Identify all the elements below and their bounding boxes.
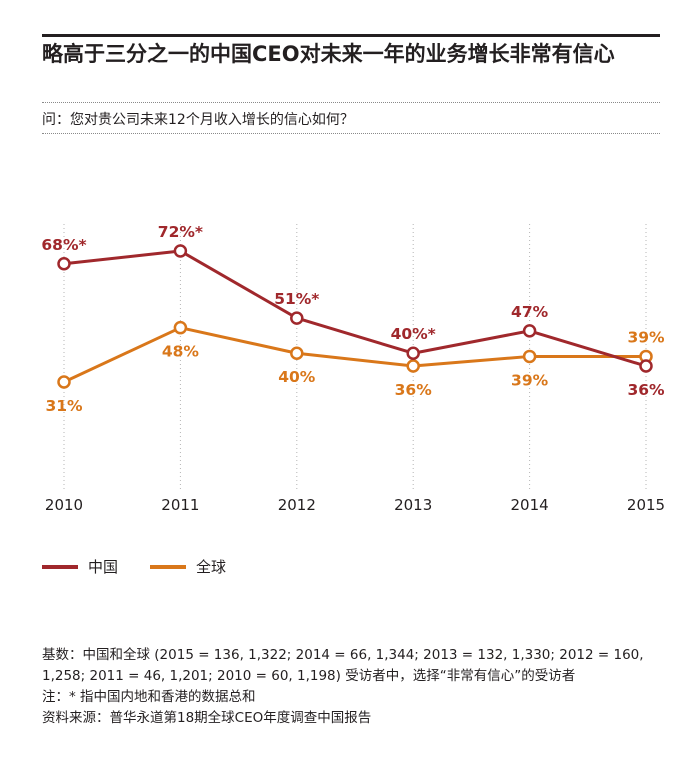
x-tick-label-2010: 2010	[45, 496, 83, 514]
survey-question: 问：您对贵公司未来12个月收入增长的信心如何？	[42, 112, 354, 128]
point-china-2013	[406, 346, 420, 360]
asterisk-note: 注：* 指中国内地和香港的数据总和	[42, 689, 256, 705]
line-chart: 2010 2011 2012 2013 2014 2015 68%* 72%* 51%* 40%*…	[41, 223, 665, 514]
point-china-2012	[290, 311, 304, 325]
point-global-2010	[57, 375, 71, 389]
legend-label-china: 中国	[88, 558, 119, 576]
series-line-china	[63, 249, 647, 368]
point-china-2015	[639, 359, 653, 373]
chart-legend: 中国 全球	[42, 556, 226, 577]
legend-item-china: 中国	[42, 556, 118, 577]
point-global-2013	[406, 359, 420, 373]
chart-title: 略高于三分之一的中国CEO对未来一年的业务增长非常有信心	[42, 42, 615, 66]
legend-item-global: 全球	[150, 556, 226, 577]
x-tick-label-2014: 2014	[511, 496, 549, 514]
data-label-global-2013: 36%	[395, 381, 433, 399]
point-global-2014	[522, 349, 537, 364]
point-china-2010	[57, 257, 71, 271]
divider-dotted	[42, 133, 660, 134]
data-label-china-2013: 40%*	[391, 325, 436, 343]
source-note: 资料来源：普华永道第18期全球CEO年度调查中国报告	[42, 710, 372, 726]
x-tick-label-2013: 2013	[394, 496, 432, 514]
data-label-china-2012: 51%*	[274, 290, 319, 308]
point-global-2012	[290, 346, 304, 360]
data-label-china-2011: 72%*	[158, 223, 203, 241]
divider-dotted	[42, 102, 660, 103]
data-label-global-2011: 48%	[162, 343, 200, 361]
point-china-2011	[173, 244, 188, 258]
data-label-china-2015: 36%	[627, 381, 665, 399]
data-label-china-2010: 68%*	[41, 236, 86, 254]
data-label-global-2010: 31%	[45, 397, 83, 415]
x-tick-label-2012: 2012	[278, 496, 316, 514]
x-tick-label-2015: 2015	[627, 496, 665, 514]
series-line-global	[63, 326, 646, 384]
legend-swatch-global	[150, 564, 187, 569]
data-label-global-2014: 39%	[511, 371, 549, 389]
point-global-2011	[173, 320, 188, 335]
title-rule	[42, 34, 660, 37]
legend-label-global: 全球	[196, 558, 227, 576]
legend-swatch-china	[42, 564, 78, 569]
data-label-global-2012: 40%	[278, 368, 316, 386]
x-tick-label-2011: 2011	[161, 496, 199, 514]
point-china-2014	[522, 324, 537, 338]
base-note: 基数：中国和全球 (2015 = 136, 1,322; 2014 = 66, …	[42, 647, 644, 684]
data-label-global-2015: 39%	[627, 328, 665, 346]
footnotes: 基数：中国和全球 (2015 = 136, 1,322; 2014 = 66, …	[42, 645, 667, 729]
data-label-china-2014: 47%	[511, 303, 549, 321]
